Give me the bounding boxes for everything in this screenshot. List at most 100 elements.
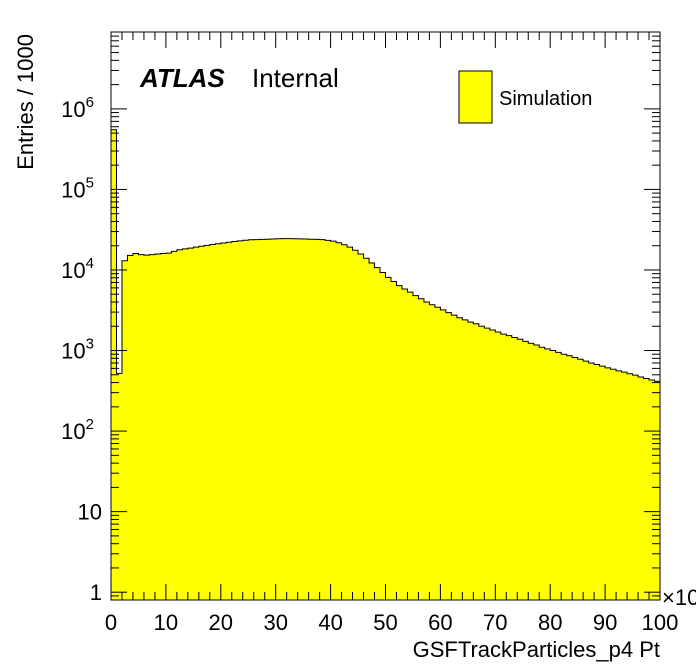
histogram-bin: [649, 380, 655, 600]
histogram-bin: [456, 317, 463, 600]
histogram-bin: [336, 242, 342, 600]
histogram-bin: [149, 254, 156, 600]
y-tick-label: 10: [78, 500, 102, 525]
histogram-bin: [599, 366, 606, 600]
histogram-bin: [473, 323, 480, 600]
histogram-bin: [308, 239, 315, 600]
histogram-bin: [121, 260, 128, 600]
histogram-bin: [319, 239, 326, 601]
histogram-bin: [352, 250, 359, 600]
histogram-bin: [440, 309, 447, 600]
histogram-bin: [187, 248, 194, 600]
histogram-bin: [198, 246, 205, 600]
histogram-bin: [341, 244, 348, 600]
histogram-bin: [281, 238, 288, 601]
histogram-bin: [528, 343, 535, 600]
histogram-bin: [654, 381, 661, 600]
histogram-bin: [275, 238, 282, 600]
histogram-bin: [193, 247, 200, 600]
histogram-bin: [380, 272, 386, 600]
x-tick-label: 90: [593, 610, 617, 635]
histogram-bin: [478, 326, 485, 600]
histogram-bin: [588, 363, 595, 600]
histogram-bin: [330, 241, 337, 601]
legend-swatch: [458, 70, 493, 124]
histogram-bin: [374, 267, 381, 600]
histogram-bin: [358, 253, 364, 600]
x-tick-label: 60: [428, 610, 452, 635]
histogram-bin: [484, 328, 491, 600]
histogram-layer: [110, 129, 661, 601]
histogram-bin: [489, 329, 496, 600]
y-tick-label: 103: [61, 336, 94, 364]
histogram-bin: [561, 354, 568, 600]
histogram-bin: [160, 253, 167, 600]
histogram-bin: [209, 244, 216, 600]
legend-label: Simulation: [499, 88, 592, 110]
y-tick-label: 106: [61, 94, 94, 122]
histogram-bin: [495, 331, 502, 600]
histogram-bin: [555, 352, 562, 600]
histogram-bin: [500, 334, 507, 600]
histogram-bin: [627, 373, 633, 600]
x-tick-label: 0: [105, 610, 117, 635]
histogram-bin: [517, 339, 524, 600]
histogram-bin: [176, 249, 183, 601]
histogram-bin: [248, 239, 255, 600]
histogram-bin: [165, 253, 172, 600]
x-tick-label: 50: [373, 610, 397, 635]
histogram-bin: [407, 292, 414, 600]
histogram-bin: [566, 355, 573, 600]
histogram-bin: [506, 335, 513, 600]
y-tick-label: 104: [61, 255, 94, 283]
histogram-bin: [643, 378, 650, 600]
histogram-bin: [605, 367, 611, 600]
histogram-bin: [423, 302, 430, 600]
histogram-bin: [292, 238, 299, 600]
histogram-bin: [522, 341, 529, 600]
histogram-bin: [445, 312, 452, 600]
histogram-bin: [111, 129, 117, 600]
x-tick-label: 30: [263, 610, 287, 635]
x-tick-label: 80: [538, 610, 562, 635]
histogram-bin: [544, 348, 551, 600]
label-layer: ATLAS Internal Simulation GSFTrackPartic…: [13, 34, 696, 662]
histogram-bin: [577, 359, 584, 600]
histogram-bin: [369, 263, 375, 600]
histogram-bin: [363, 258, 370, 600]
histogram-bin: [632, 375, 639, 600]
histogram-bin: [418, 298, 425, 600]
histogram-bin: [390, 281, 397, 600]
histogram-bin: [412, 295, 419, 600]
histogram-bin: [253, 239, 260, 601]
histogram-bin: [303, 239, 310, 600]
histogram-bin: [616, 370, 622, 600]
histogram-bin: [127, 255, 134, 600]
histogram-bin: [143, 255, 150, 600]
histogram-bin: [539, 347, 546, 600]
x-tick-label: 40: [318, 610, 342, 635]
histogram-bin: [237, 240, 244, 601]
histogram-bin: [226, 242, 233, 600]
histogram-bin: [396, 285, 403, 600]
histogram-bin: [231, 241, 238, 601]
histogram-bin: [220, 243, 227, 600]
x-tick-label: 10: [154, 610, 178, 635]
histogram-bin: [583, 361, 590, 600]
histogram-bin: [171, 251, 178, 600]
histogram-bin: [550, 350, 557, 600]
x-tick-label: 70: [483, 610, 507, 635]
y-tick-label: 1: [90, 580, 102, 605]
histogram-bin: [154, 253, 161, 600]
histogram-bin: [116, 373, 123, 600]
histogram-bin: [401, 289, 408, 600]
histogram-bin: [204, 245, 211, 600]
histogram-bin: [270, 239, 277, 600]
histogram-bin: [533, 345, 540, 600]
histogram-bin: [347, 247, 353, 600]
atlas-label: ATLAS: [139, 63, 225, 93]
y-tick-label: 105: [61, 174, 94, 202]
histogram-bin: [429, 304, 436, 600]
